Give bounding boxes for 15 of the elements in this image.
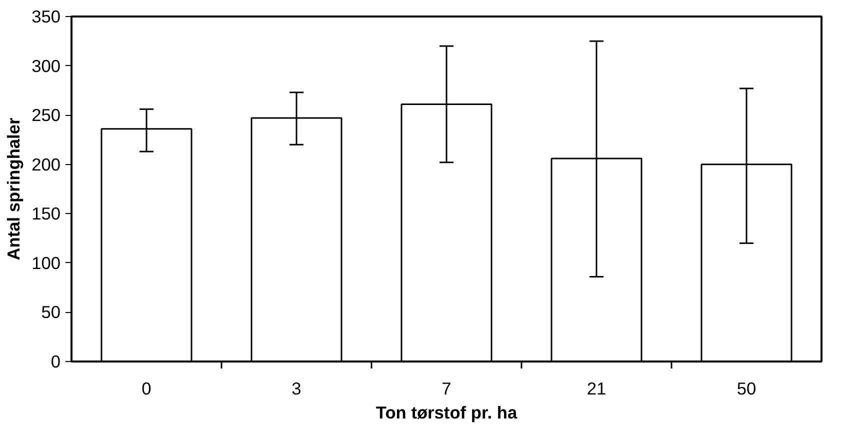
y-tick-label: 100 [32,252,61,273]
x-axis-title: Ton tørstof pr. ha [376,402,518,422]
y-tick-label: 250 [32,105,61,126]
y-tick-label: 300 [32,56,61,76]
y-tick-label: 50 [41,302,61,322]
y-tick-label: 0 [50,352,61,372]
x-tick-label: 7 [442,378,452,398]
y-tick-label: 200 [32,154,61,174]
x-tick-label: 50 [736,378,756,398]
x-tick-label: 21 [586,378,606,398]
x-tick-label: 0 [142,378,152,398]
x-tick-label: 3 [292,378,302,398]
y-tick-label: 150 [32,204,61,224]
y-tick-label: 350 [32,6,61,26]
y-axis-title: Antal springhaler [4,117,24,260]
